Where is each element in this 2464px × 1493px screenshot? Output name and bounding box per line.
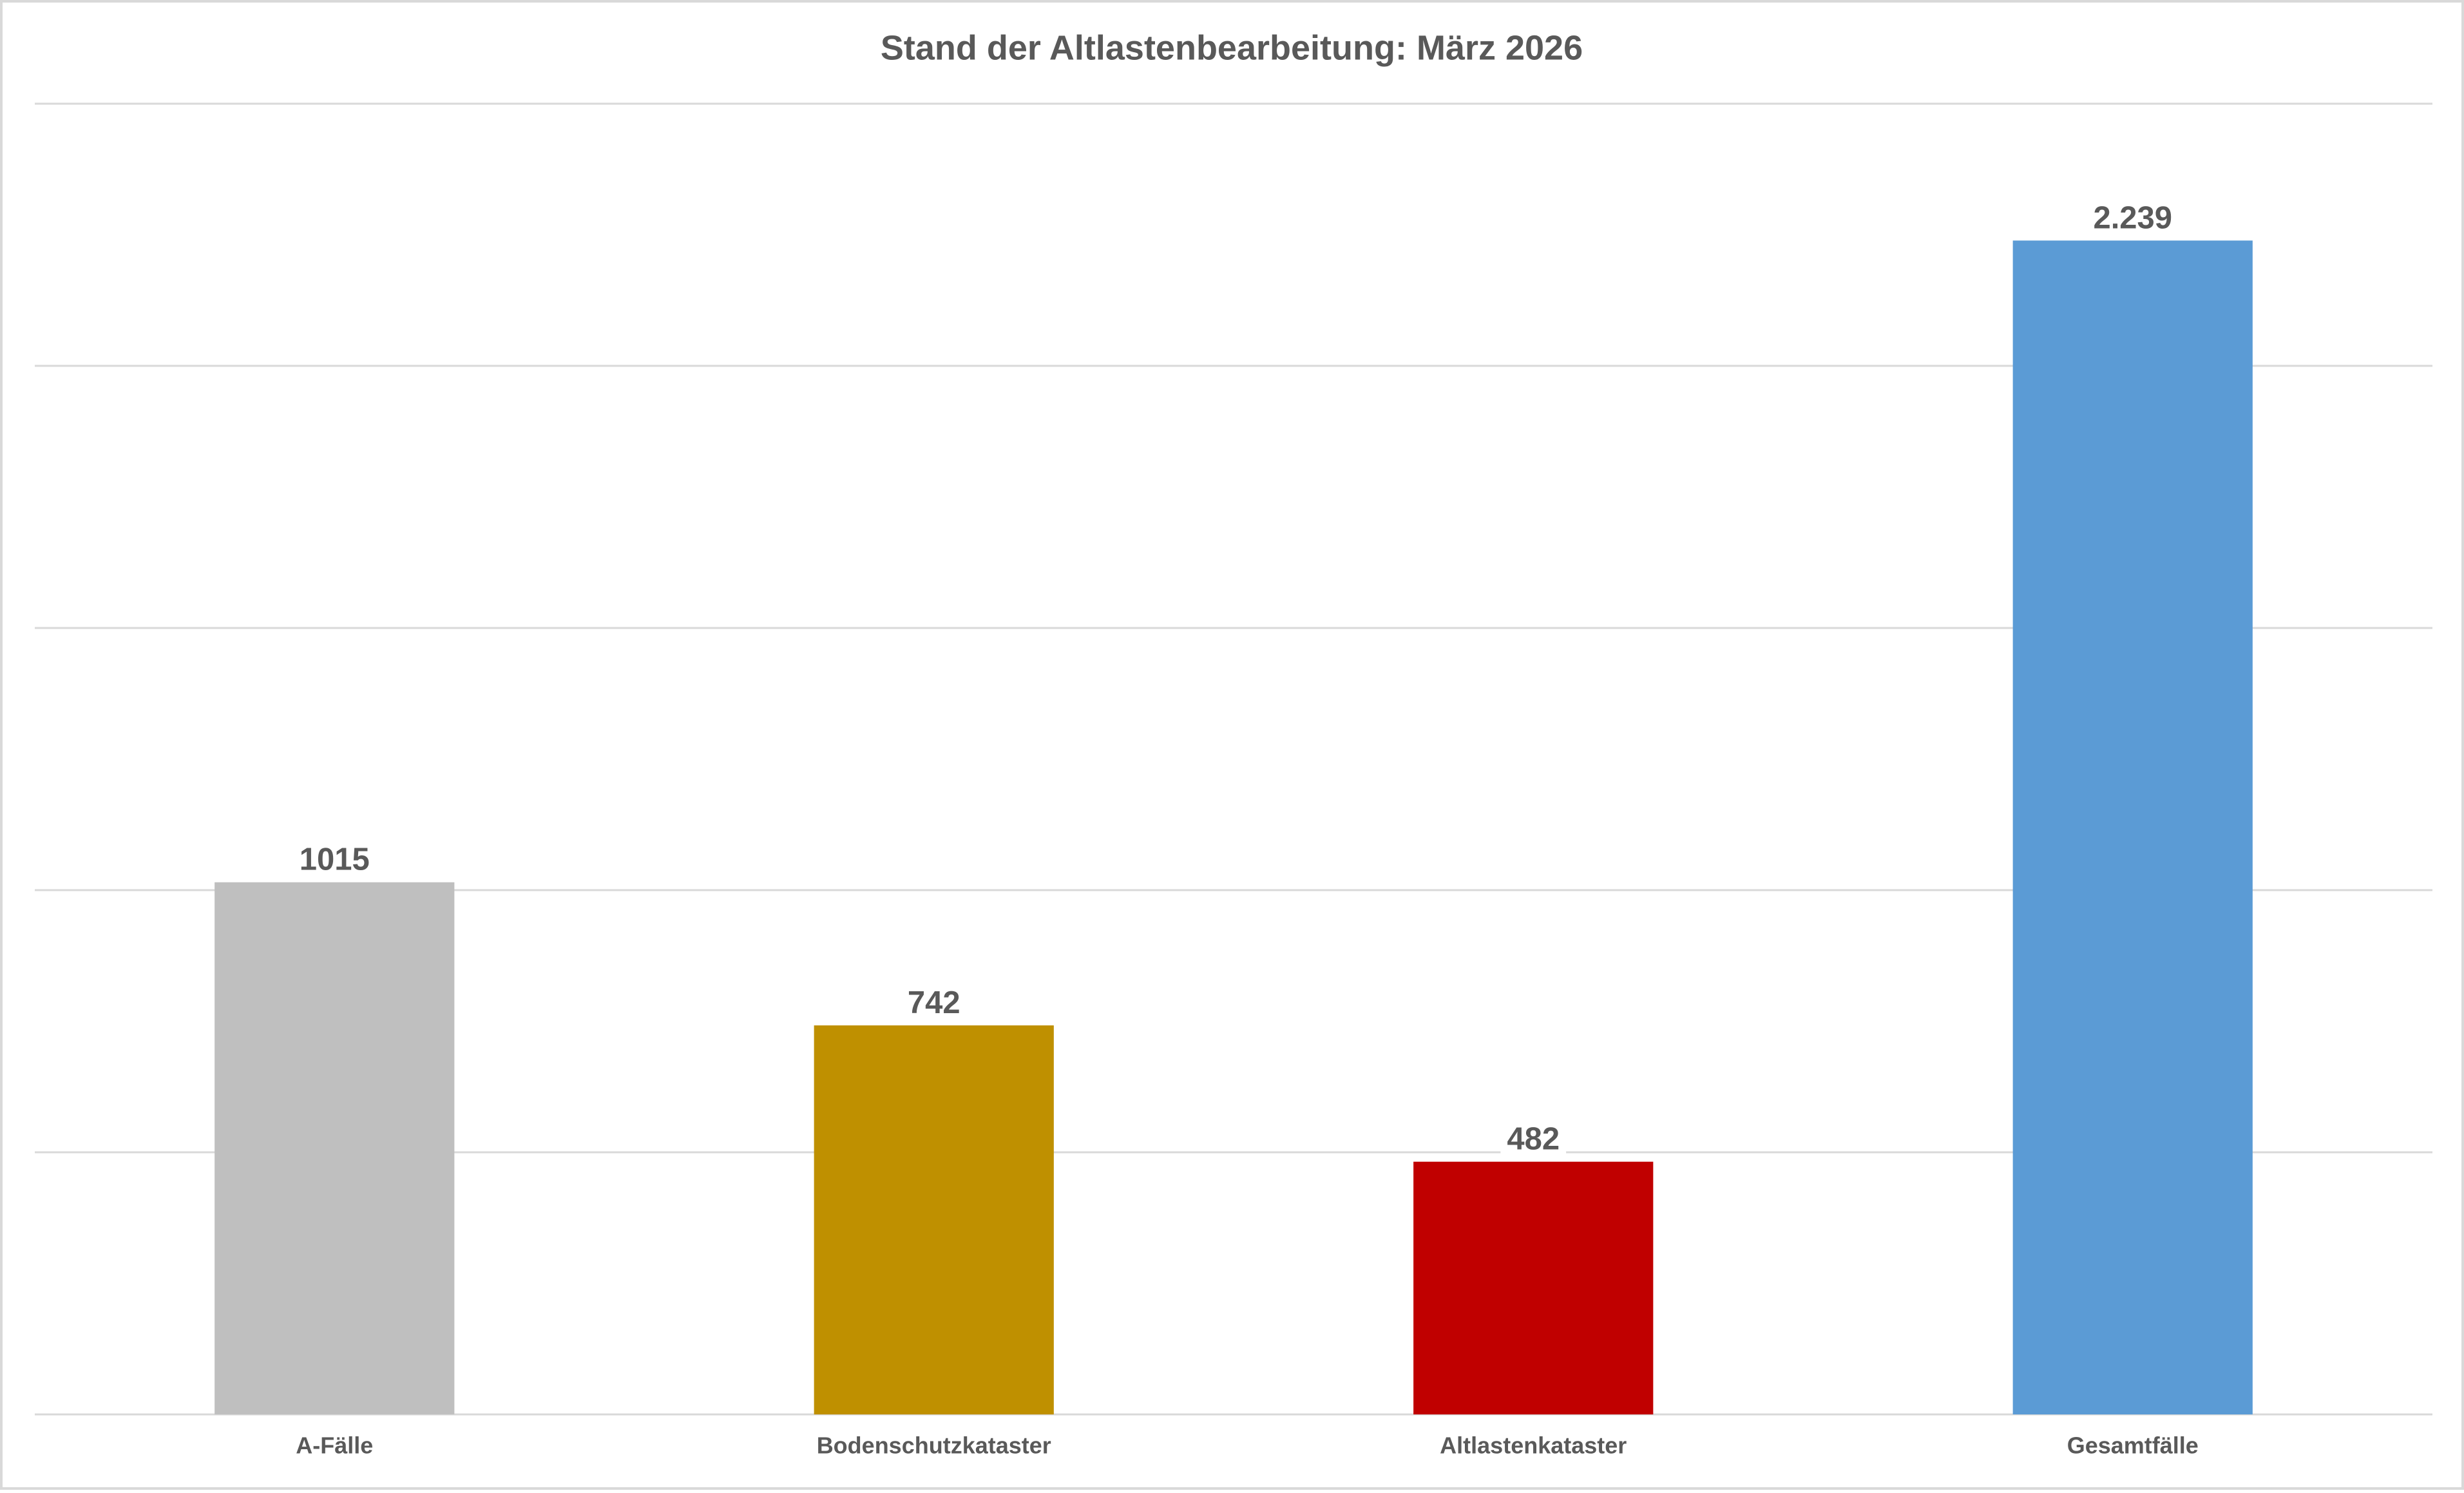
chart-title: Stand der Altlastenbearbeitung: März 202…	[881, 28, 1583, 67]
x-tick-label: A-Fälle	[296, 1432, 373, 1459]
data-label: 2.239	[2093, 200, 2172, 235]
data-label-background	[1500, 1119, 1567, 1159]
bar	[1413, 1161, 1654, 1414]
bar	[814, 1025, 1054, 1414]
data-label: 482	[1507, 1122, 1560, 1157]
bar	[2012, 240, 2253, 1415]
x-tick-label: Gesamtfälle	[2067, 1432, 2199, 1459]
data-label: 742	[908, 985, 960, 1020]
data-label: 1015	[300, 842, 370, 877]
bar	[215, 882, 455, 1414]
x-tick-label: Bodenschutzkataster	[817, 1432, 1051, 1459]
data-label-background	[901, 982, 967, 1023]
data-label-background	[2087, 198, 2179, 238]
data-label-background	[292, 839, 376, 880]
x-tick-label: Altlastenkataster	[1440, 1432, 1627, 1459]
